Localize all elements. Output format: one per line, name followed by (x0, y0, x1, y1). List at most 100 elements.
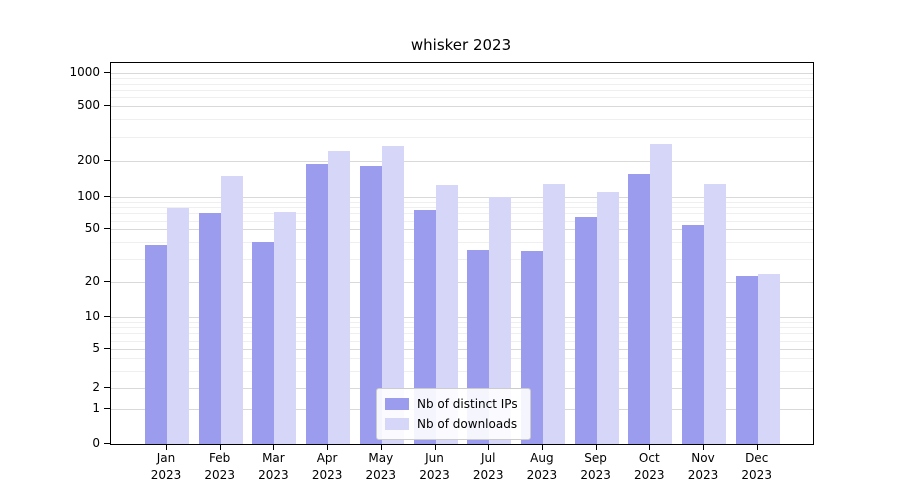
x-tick-mark (219, 444, 221, 450)
x-tick-label-mar-2023: Mar 2023 (258, 450, 289, 484)
y-tick-label: 200 (77, 153, 100, 167)
plot-area (110, 62, 814, 445)
x-tick-month: Dec (745, 451, 769, 465)
legend-label: Nb of downloads (417, 417, 518, 431)
x-tick-month: Apr (316, 451, 338, 465)
gridline-minor (111, 358, 813, 360)
y-tick-mark (104, 227, 110, 229)
legend-label: Nb of distinct IPs (417, 397, 518, 411)
gridline-major (111, 282, 813, 283)
bar-nb-of-distinct-ips-feb-2023 (198, 213, 221, 444)
bar-nb-of-distinct-ips-mar-2023 (252, 241, 275, 444)
gridline-minor (111, 97, 813, 99)
x-tick-year: 2023 (580, 468, 611, 482)
y-tick-label: 0 (92, 436, 100, 450)
x-tick-month: Sep (584, 451, 607, 465)
x-tick-month: Jul (480, 451, 496, 465)
x-tick-year: 2023 (150, 468, 182, 482)
legend-item-nb-of-distinct-ips: Nb of distinct IPs (385, 394, 518, 414)
x-tick-year: 2023 (311, 468, 343, 482)
x-tick-mark (756, 444, 758, 450)
bar-nb-of-distinct-ips-may-2023 (359, 165, 382, 444)
x-tick-year: 2023 (687, 468, 719, 482)
bar-nb-of-downloads-sep-2023 (596, 192, 619, 444)
gridline-minor (111, 78, 813, 80)
bar-nb-of-downloads-aug-2023 (542, 184, 565, 444)
bar-nb-of-downloads-mar-2023 (274, 212, 297, 444)
gridline-major (111, 161, 813, 162)
y-tick-mark (104, 347, 110, 349)
gridline-minor (111, 340, 813, 342)
x-tick-year: 2023 (472, 468, 504, 482)
x-tick-label-dec-2023: Dec 2023 (741, 450, 772, 484)
bar-nb-of-downloads-oct-2023 (650, 144, 673, 444)
gridline-minor (111, 207, 813, 209)
bar-nb-of-downloads-jul-2023 (489, 197, 512, 444)
x-tick-year: 2023 (204, 468, 235, 482)
x-tick-mark (649, 444, 651, 450)
bar-nb-of-distinct-ips-jan-2023 (145, 244, 167, 444)
y-tick-mark (104, 407, 110, 409)
x-tick-mark (488, 444, 490, 450)
x-tick-label-sep-2023: Sep 2023 (580, 450, 611, 484)
gridline-minor (111, 89, 813, 91)
gridline-major (111, 317, 813, 318)
y-tick-label: 1000 (69, 65, 100, 79)
x-tick-mark (595, 444, 597, 450)
x-tick-year: 2023 (365, 468, 397, 482)
gridline-minor (111, 83, 813, 85)
x-tick-year: 2023 (741, 468, 772, 482)
x-tick-mark (273, 444, 275, 450)
y-tick-mark (104, 104, 110, 106)
y-tick-mark (104, 386, 110, 388)
gridline-major (111, 106, 813, 107)
x-tick-label-nov-2023: Nov 2023 (688, 450, 719, 484)
gridline-major (111, 73, 813, 74)
y-tick-mark (104, 195, 110, 197)
bar-nb-of-downloads-dec-2023 (757, 273, 780, 444)
bar-nb-of-downloads-may-2023 (381, 146, 404, 444)
x-tick-month: Nov (691, 451, 715, 465)
gridline-minor (111, 220, 813, 222)
legend-swatch-nb-of-downloads (385, 418, 409, 430)
y-tick-mark (104, 159, 110, 161)
gridline-minor (111, 370, 813, 372)
x-tick-mark (703, 444, 704, 450)
x-tick-month: Mar (262, 451, 285, 465)
gridline-minor (111, 213, 813, 215)
y-tick-label: 5 (92, 341, 100, 355)
gridline-major (111, 349, 813, 350)
bar-nb-of-distinct-ips-dec-2023 (735, 276, 758, 444)
x-tick-year: 2023 (634, 468, 665, 482)
x-tick-month: May (368, 451, 394, 465)
gridline-minor (111, 119, 813, 121)
gridline-major (111, 229, 813, 230)
gridline-minor (111, 333, 813, 335)
x-tick-month: Feb (209, 451, 231, 465)
y-tick-mark (104, 315, 110, 317)
x-tick-label-jan-2023: Jan 2023 (151, 450, 182, 484)
x-tick-month: Jun (425, 451, 444, 465)
legend: Nb of distinct IPs Nb of downloads (376, 388, 531, 440)
x-tick-label-aug-2023: Aug 2023 (527, 450, 558, 484)
x-tick-month: Oct (638, 451, 660, 465)
x-tick-mark (166, 444, 167, 450)
gridline-minor (111, 327, 813, 329)
y-tick-label: 2 (92, 380, 100, 394)
x-tick-label-jul-2023: Jul 2023 (473, 450, 504, 484)
x-tick-mark (541, 444, 543, 450)
x-tick-month: Jan (156, 451, 176, 465)
x-tick-label-apr-2023: Apr 2023 (312, 450, 343, 484)
gridline-minor (111, 258, 813, 260)
x-tick-mark (327, 444, 329, 450)
y-tick-mark (104, 442, 110, 444)
x-tick-label-may-2023: May 2023 (366, 450, 397, 484)
gridline-minor (111, 241, 813, 243)
y-tick-label: 500 (77, 98, 100, 112)
gridline-major (111, 197, 813, 198)
bar-nb-of-downloads-jan-2023 (167, 208, 189, 444)
y-tick-label: 10 (84, 309, 100, 323)
bar-nb-of-distinct-ips-jun-2023 (413, 210, 436, 444)
gridline-minor (111, 321, 813, 323)
